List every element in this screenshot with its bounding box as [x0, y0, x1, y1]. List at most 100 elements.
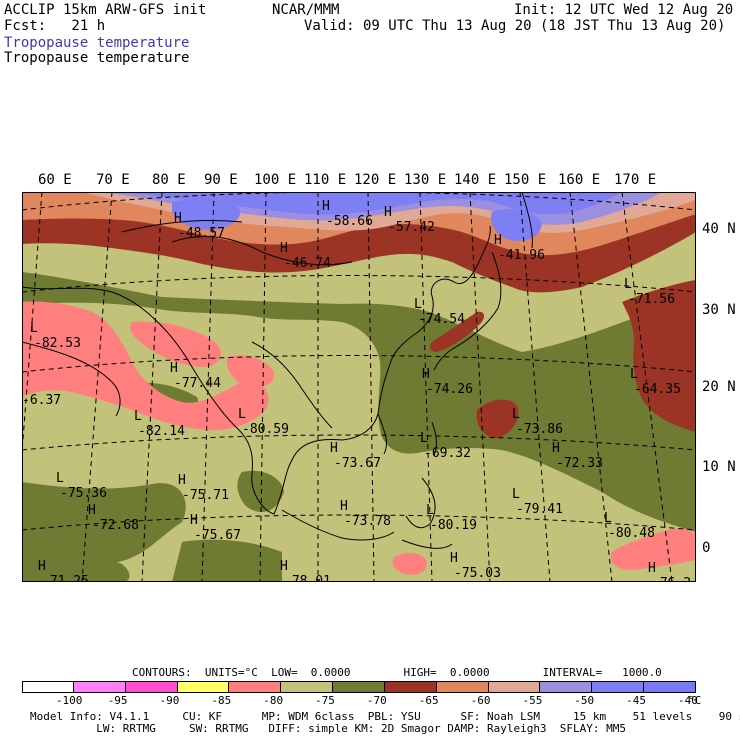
field-band: [130, 321, 222, 368]
extremum-value: -73.86: [516, 422, 563, 437]
extremum-value: -75.71: [182, 488, 229, 503]
tropopause-temperature-map: H-58.66H-57.42H-48.57H-46.74H-41.96L-71.…: [22, 192, 696, 582]
lon-label: 120 E: [354, 172, 397, 188]
high-marker: H: [178, 473, 186, 488]
colorbar-swatch: [488, 681, 541, 693]
field-band: [610, 528, 696, 570]
high-marker: H: [280, 241, 288, 256]
extremum-value: -82.14: [138, 424, 185, 439]
colorbar-tick: -95: [107, 694, 128, 707]
lat-label: 20 N: [702, 379, 736, 395]
lon-label: 160 E: [558, 172, 601, 188]
extremum-value: -77.44: [174, 376, 221, 391]
lon-label: 70 E: [96, 172, 130, 188]
lon-label: 170 E: [614, 172, 657, 188]
extremum-value: -58.66: [326, 214, 373, 229]
extremum-value: -69.32: [424, 446, 471, 461]
graticule: [22, 192, 696, 582]
low-marker: L: [420, 431, 428, 446]
extremum-value: -73.78: [344, 514, 391, 529]
field-band: [22, 482, 186, 568]
extremum-value: -76.2: [652, 576, 691, 582]
colorbar-swatch: [592, 681, 645, 693]
high-marker: H: [190, 513, 198, 528]
low-marker: L: [426, 503, 434, 518]
high-marker: H: [422, 367, 430, 382]
high-marker: H: [384, 205, 392, 220]
colorbar-swatch: [333, 681, 385, 693]
institution: NCAR/MMM: [272, 2, 340, 18]
colorbar-tick: -40: [678, 694, 698, 707]
colorbar-tick: -50: [574, 694, 595, 707]
field-title-shaded: Tropopause temperature: [4, 35, 190, 51]
model-info-line2: LW: RRTMG SW: RRTMG DIFF: simple KM: 2D …: [30, 722, 627, 735]
lat-label: 40 N: [702, 221, 736, 237]
high-marker: H: [340, 499, 348, 514]
high-marker: H: [648, 561, 656, 576]
high-marker: H: [552, 441, 560, 456]
init-time: Init: 12 UTC Wed 12 Aug 20: [514, 2, 734, 18]
colorbar-tick: -75: [315, 694, 335, 707]
extremum-value: -48.57: [178, 226, 225, 241]
extremum-value: -72.33: [556, 456, 603, 471]
colorbar-tick: -65: [418, 694, 439, 707]
colorbar-tick: -80: [263, 694, 284, 707]
lat-label: 30 N: [702, 302, 736, 318]
low-marker: L: [134, 409, 142, 424]
low-marker: L: [630, 367, 638, 382]
colorbar-swatch: [229, 681, 282, 693]
low-marker: L: [604, 511, 612, 526]
colorbar-swatch: [644, 681, 696, 693]
low-marker: L: [414, 297, 422, 312]
low-marker: L: [512, 407, 520, 422]
field-band: [22, 272, 696, 532]
lon-label: 60 E: [38, 172, 72, 188]
map-panel: H -58.66 H -57.42 H -48.57 H -46.74 H -41.96 L -71.…: [22, 192, 696, 582]
lat-label: 10 N: [702, 459, 736, 475]
high-marker: H: [450, 551, 458, 566]
coastline: [22, 192, 533, 549]
lon-label: 80 E: [152, 172, 186, 188]
colorbar-swatch: [384, 681, 437, 693]
field-band: [22, 301, 269, 431]
low-marker: L: [56, 471, 64, 486]
extremum-value: -82.53: [34, 336, 81, 351]
colorbar-swatch: [125, 681, 178, 693]
extremum-value: -80.48: [608, 526, 655, 541]
extremum-value: -80.19: [430, 518, 477, 533]
field-title-contour: Tropopause temperature: [4, 50, 190, 66]
lon-label: 90 E: [204, 172, 238, 188]
extremum-value: -6.37: [22, 393, 61, 408]
high-marker: H: [280, 559, 288, 574]
extremum-value: -79.41: [516, 502, 563, 517]
extremum-value: -80.59: [242, 422, 289, 437]
extremum-value: -75.36: [60, 486, 107, 501]
colorbar-swatch: [177, 681, 230, 693]
colorbar-tick: -60: [470, 694, 491, 707]
extremum-value: -71.25: [42, 574, 89, 582]
extremum-value: -73.67: [334, 456, 381, 471]
high-marker: H: [88, 503, 96, 518]
forecast-hour: Fcst: 21 h: [4, 18, 106, 34]
extremum-value: -41.96: [498, 248, 545, 263]
field-band: [172, 198, 241, 230]
low-marker: L: [624, 277, 632, 292]
colorbar-tick: -90: [159, 694, 180, 707]
extremum-value: -72.68: [92, 518, 139, 533]
field-band: [237, 470, 284, 512]
colorbar-tick: -85: [211, 694, 232, 707]
colorbar-swatch: [73, 681, 126, 693]
colorbar-tick: -100: [55, 694, 83, 707]
colorbar-tick: -45: [626, 694, 647, 707]
lon-label: 140 E: [454, 172, 497, 188]
lon-label: 150 E: [504, 172, 547, 188]
field-band: [392, 552, 427, 575]
extremum-value: -75.67: [194, 528, 241, 543]
lat-label: 0: [702, 540, 711, 556]
extremum-value: -57.42: [388, 220, 435, 235]
extremum-value: -75.03: [454, 566, 501, 581]
high-marker: H: [38, 559, 46, 574]
colorbar-swatch: [436, 681, 489, 693]
colorbar-swatch: [281, 681, 334, 693]
field-band: [22, 550, 130, 582]
